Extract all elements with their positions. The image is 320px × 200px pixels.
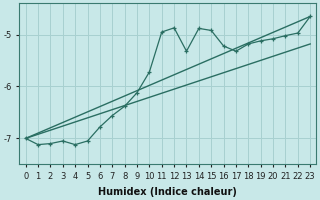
X-axis label: Humidex (Indice chaleur): Humidex (Indice chaleur): [99, 187, 237, 197]
